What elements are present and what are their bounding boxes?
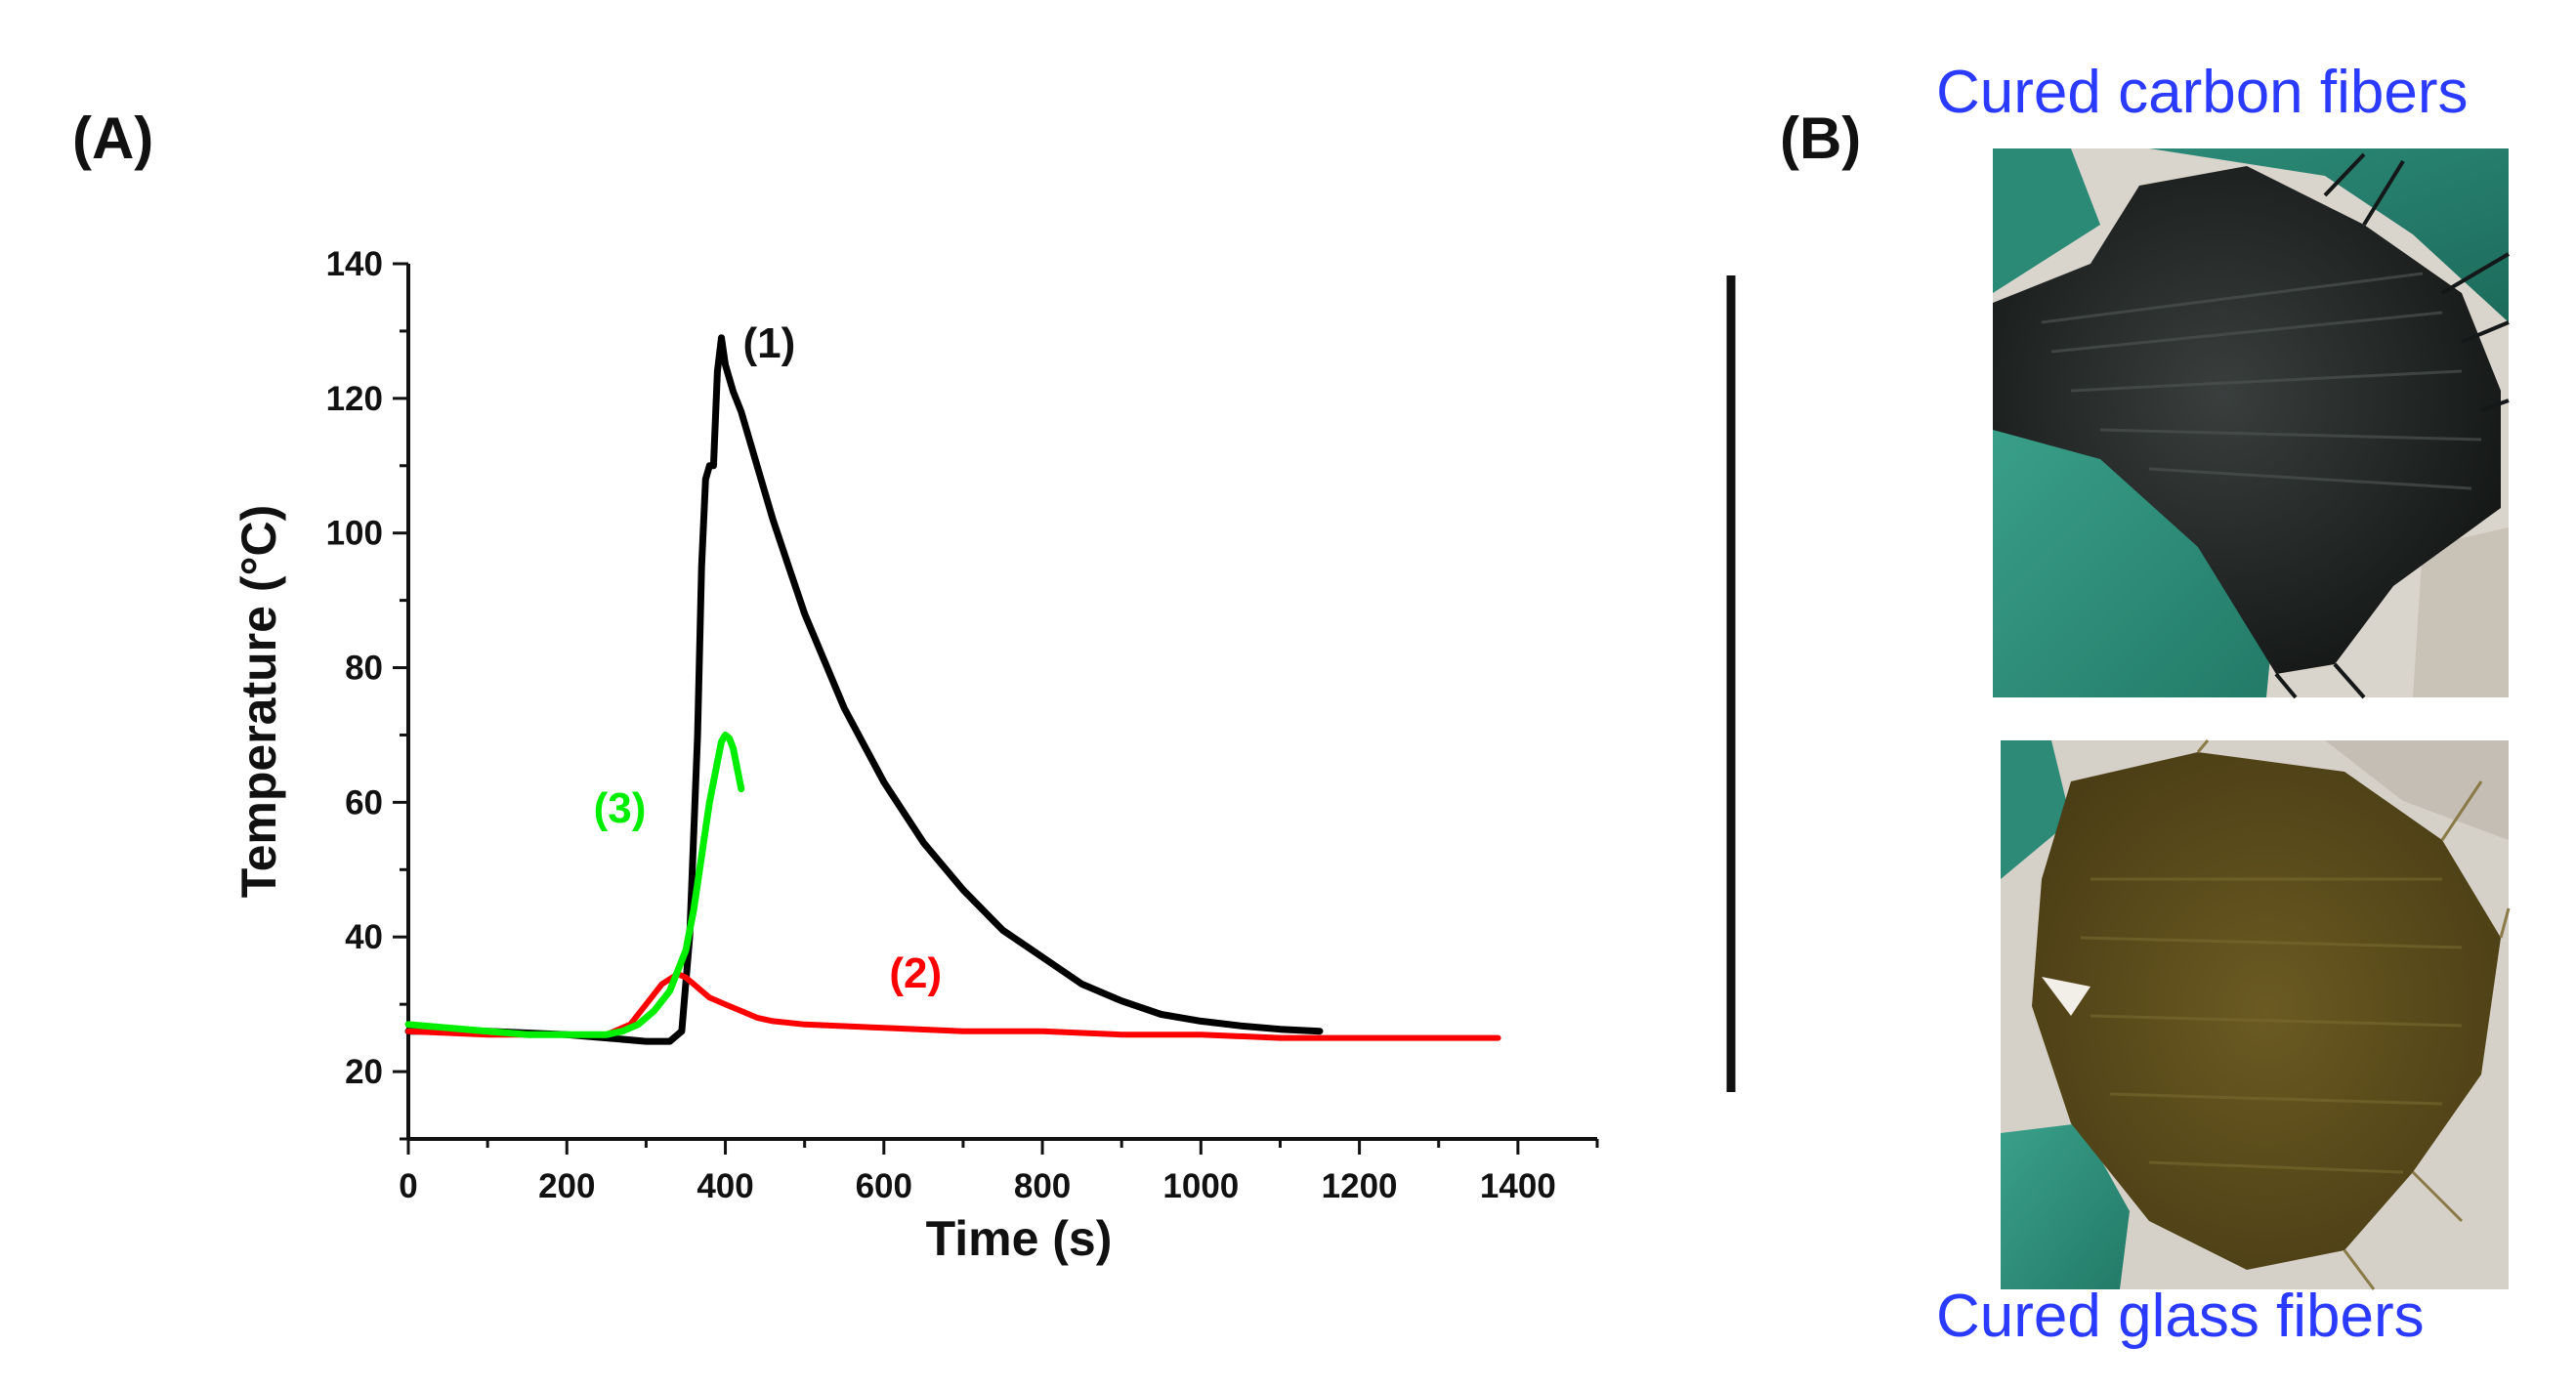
photo-cured-carbon-fibers (1993, 148, 2511, 699)
series-group (404, 334, 1501, 1045)
x-tick-label: 1200 (1322, 1167, 1398, 1205)
y-tick-label: 60 (345, 783, 383, 821)
series-line-3 (404, 732, 745, 1038)
x-ticks: 0 200 400 600 800 1000 1200 1400 (399, 1139, 1599, 1205)
panel-label-b: (B) (1780, 105, 1861, 171)
y-tick-label: 80 (345, 650, 383, 688)
panel-label-a: (A) (72, 105, 153, 171)
y-tick-label: 140 (326, 245, 383, 283)
series-line-1 (404, 334, 1324, 1045)
x-tick-label: 400 (697, 1167, 753, 1205)
y-tick-label: 100 (326, 515, 383, 553)
x-tick-label: 800 (1014, 1167, 1071, 1205)
y-ticks: 20 40 60 80 100 120 140 (326, 245, 408, 1141)
temperature-chart: 0 200 400 600 800 1000 1200 1400 20 40 60 80 100 120… (232, 245, 1599, 1266)
caption-cured-carbon-fibers: Cured carbon fibers (1936, 59, 2469, 126)
x-axis-title: Time (s) (926, 1211, 1113, 1266)
y-tick-label: 40 (345, 918, 383, 956)
x-tick-label: 200 (538, 1167, 595, 1205)
x-tick-label: 0 (399, 1167, 417, 1205)
curve-label-2: (2) (889, 949, 942, 997)
y-axis-title: Temperature (°C) (232, 505, 286, 898)
curve-label-1: (1) (742, 319, 795, 367)
curve-label-3: (3) (594, 784, 647, 832)
x-tick-label: 1400 (1480, 1167, 1556, 1205)
photo-cured-glass-fibers (2001, 739, 2511, 1290)
annotation-group: (1) (2) (3) (594, 319, 943, 997)
x-tick-label: 600 (856, 1167, 912, 1205)
y-tick-label: 20 (345, 1053, 383, 1091)
x-tick-label: 1000 (1162, 1167, 1239, 1205)
caption-cured-glass-fibers: Cured glass fibers (1936, 1283, 2425, 1350)
y-tick-label: 120 (326, 380, 383, 418)
series-line-2 (405, 971, 1501, 1041)
